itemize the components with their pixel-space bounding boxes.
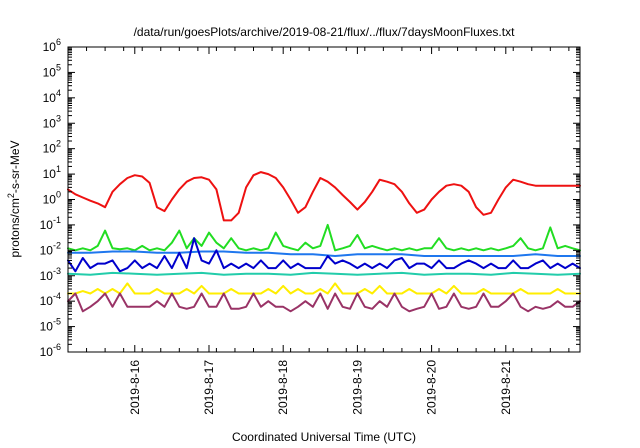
x-tick-label: 2019-8-16 — [128, 360, 142, 415]
x-axis-ticks: 2019-8-16 2019-8-17 2019-8-18 2019-8-19 2019… — [67, 47, 570, 415]
y-tick-label-exponent: -1 — [53, 215, 61, 225]
y-tick-label: 106 — [43, 37, 61, 54]
y-tick-label-base: 10 — [43, 65, 57, 79]
y-tick-label-exponent: 5 — [56, 62, 61, 72]
y-tick-label-exponent: -2 — [53, 240, 61, 250]
y-tick-label-base: 10 — [40, 218, 54, 232]
y-axis-title-suffix: -s-sr-MeV — [8, 140, 22, 193]
y-tick-label-base: 10 — [43, 193, 57, 207]
y-tick-label: 10-5 — [40, 317, 61, 334]
y-tick-label-exponent: -6 — [53, 342, 61, 352]
y-tick-label-base: 10 — [43, 167, 57, 181]
y-tick-label-base: 10 — [40, 269, 54, 283]
y-tick-label-exponent: -5 — [53, 317, 61, 327]
series-layer — [67, 171, 581, 313]
y-tick-label-exponent: 2 — [56, 139, 61, 149]
y-axis-title-prefix: protons/cm — [8, 198, 22, 257]
x-tick-label: 2019-8-19 — [350, 360, 364, 415]
y-tick-label: 10-4 — [40, 291, 61, 308]
x-tick-label: 2019-8-21 — [499, 360, 513, 415]
y-tick-label-base: 10 — [40, 320, 54, 334]
series-line-6 — [67, 292, 581, 313]
y-axis-title: protons/cm2-s-sr-MeV — [6, 140, 22, 257]
y-axis-title-superscript: 2 — [6, 193, 16, 198]
series-line-5 — [67, 282, 581, 295]
y-tick-label-exponent: -3 — [53, 266, 61, 276]
y-tick-label: 100 — [43, 190, 61, 207]
y-tick-label-exponent: 6 — [56, 37, 61, 47]
series-line-1 — [67, 223, 581, 252]
y-tick-label-exponent: 4 — [56, 88, 61, 98]
y-tick-label-exponent: 1 — [56, 164, 61, 174]
y-tick-label-exponent: 0 — [56, 190, 61, 200]
x-tick-label: 2019-8-20 — [425, 360, 439, 415]
y-tick-label-base: 10 — [43, 91, 57, 105]
plot-area: 10610510410310210110010-110-210-310-410-… — [40, 37, 581, 415]
series-line-3 — [67, 237, 581, 273]
y-tick-label: 10-6 — [40, 342, 61, 359]
y-tick-label-base: 10 — [43, 116, 57, 130]
y-tick-label-base: 10 — [40, 243, 54, 257]
y-tick-label-base: 10 — [43, 40, 57, 54]
y-tick-label-base: 10 — [40, 294, 54, 308]
x-tick-label: 2019-8-18 — [276, 360, 290, 415]
y-tick-label: 105 — [43, 62, 61, 79]
y-tick-label-base: 10 — [43, 142, 57, 156]
series-line-4 — [67, 271, 581, 276]
y-tick-label-base: 10 — [40, 345, 54, 359]
y-tick-label-exponent: -4 — [53, 291, 61, 301]
y-tick-label: 10-3 — [40, 266, 61, 283]
series-line-2 — [67, 250, 581, 257]
y-tick-label: 102 — [43, 139, 61, 156]
x-axis-title: Coordinated Universal Time (UTC) — [232, 430, 416, 444]
y-tick-label-exponent: 3 — [56, 113, 61, 123]
series-line-0 — [67, 171, 581, 222]
x-tick-label: 2019-8-17 — [202, 360, 216, 415]
y-tick-label: 103 — [43, 113, 61, 130]
y-tick-label: 101 — [43, 164, 61, 181]
y-axis-ticks: 10610510410310210110010-110-210-310-410-… — [40, 37, 580, 359]
y-tick-label: 10-2 — [40, 240, 61, 257]
y-tick-label: 104 — [43, 88, 61, 105]
y-tick-label: 10-1 — [40, 215, 61, 232]
chart-title: /data/run/goesPlots/archive/2019-08-21/f… — [134, 25, 516, 39]
